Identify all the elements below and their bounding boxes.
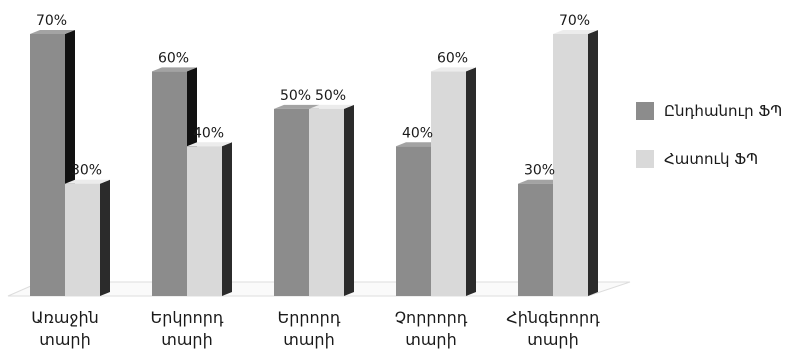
bar-general-2 [152, 71, 187, 296]
legend-item-general: Ընդհանուր ՖՊ [636, 100, 811, 122]
value-label-general-2: 60% [158, 50, 189, 66]
bar-special-3 [309, 108, 344, 296]
legend-swatch-special [636, 150, 654, 168]
value-label-general-1: 70% [36, 13, 67, 29]
legend-item-special: Հատուկ ՖՊ [636, 148, 811, 170]
bar-side-special-4 [466, 67, 476, 296]
bar-general-1 [30, 34, 65, 296]
legend-label-general: Ընդհանուր ՖՊ [664, 102, 783, 120]
category-labels-layer: Առաջին տարի Երկրորդ տարի Երրորդ տարի Չորրորդ տա… [31, 308, 600, 349]
legend-swatch-general [636, 102, 654, 120]
value-label-general-3: 50% [280, 88, 311, 104]
bar-special-1 [65, 183, 100, 296]
bar-top-general-5 [518, 179, 563, 184]
category-label-3-line-2: տարի [283, 330, 334, 349]
value-label-special-3: 50% [315, 88, 346, 104]
bar-top-general-1 [30, 30, 75, 34]
bar-general-4 [396, 146, 431, 296]
value-label-special-4: 60% [437, 50, 468, 66]
bar-special-2 [187, 146, 222, 296]
bar-side-special-1 [100, 179, 110, 296]
value-labels-layer: 70% 30% 60% 40% 50% 50% 40% 60% 30% 70% [36, 13, 590, 179]
value-label-special-2: 40% [193, 125, 224, 141]
bar-top-general-2 [152, 67, 197, 72]
bar-top-special-5 [553, 30, 598, 34]
bars-layer [30, 30, 598, 296]
category-label-2-line-2: տարի [161, 330, 212, 349]
value-label-general-4: 40% [402, 125, 433, 141]
bar-top-special-2 [187, 142, 232, 147]
category-label-5-line-1: Հինգերորդ [506, 308, 600, 327]
bar-top-special-3 [309, 104, 354, 109]
bar-special-4 [431, 71, 466, 296]
bar-general-5 [518, 183, 553, 296]
category-label-4-line-2: տարի [405, 330, 456, 349]
category-label-2-line-1: Երկրորդ [150, 308, 223, 327]
value-label-special-1: 30% [71, 163, 102, 179]
bar-top-general-3 [274, 104, 319, 109]
bar-special-5 [553, 34, 588, 296]
category-label-4-line-1: Չորրորդ [395, 308, 468, 327]
bar-side-special-2 [222, 142, 232, 296]
legend-label-special: Հատուկ ՖՊ [664, 150, 759, 168]
legend: Ընդհանուր ՖՊ Հատուկ ՖՊ [636, 100, 811, 196]
category-label-3-line-1: Երրորդ [278, 308, 341, 327]
bar-top-special-1 [65, 179, 110, 184]
bar-top-general-4 [396, 142, 441, 147]
bar-side-special-3 [344, 104, 354, 296]
category-label-1-line-1: Առաջին [31, 308, 98, 327]
category-label-1-line-2: տարի [39, 330, 90, 349]
category-label-5-line-2: տարի [527, 330, 578, 349]
bar-side-special-5 [588, 30, 598, 296]
bar-general-3 [274, 108, 309, 296]
value-label-special-5: 70% [559, 13, 590, 29]
value-label-general-5: 30% [524, 163, 555, 179]
bar-top-special-4 [431, 67, 476, 72]
